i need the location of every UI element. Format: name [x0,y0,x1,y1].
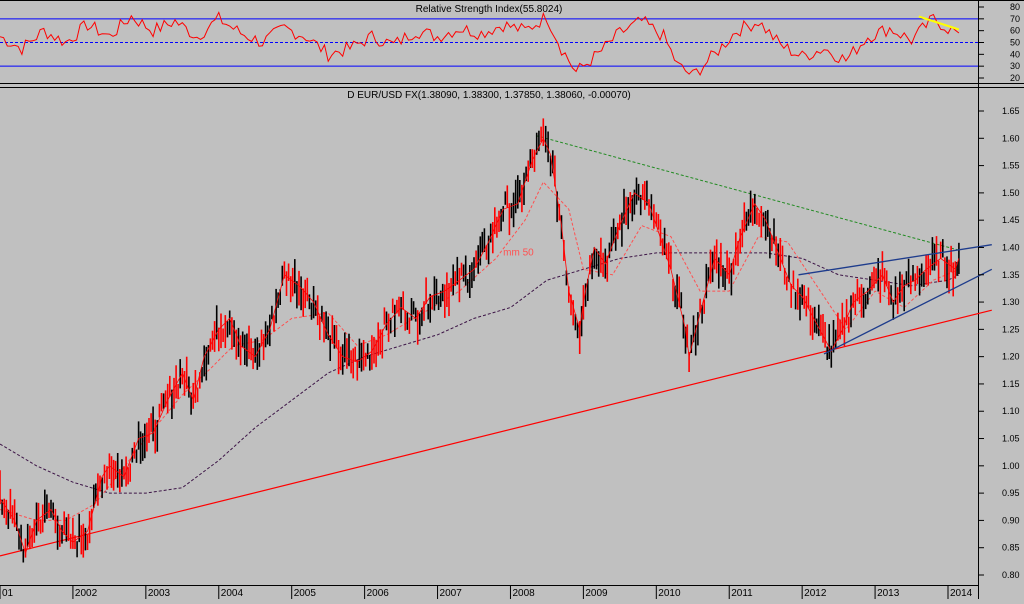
resistance-trendline [535,135,960,251]
rsi-axis-tick-label: 80 [1010,2,1020,12]
price-axis-tick-label: 1.25 [1002,324,1020,334]
price-axis-tick-label: 1.10 [1002,406,1020,416]
time-axis-tick-label: 2010 [658,588,681,599]
price-axis-tick-label: 1.30 [1002,297,1020,307]
time-axis-tick-label: 2013 [877,588,900,599]
price-axis-tick-label: 1.55 [1002,161,1020,171]
time-axis-tick-label: 2007 [440,588,463,599]
price-axis-tick-label: 1.60 [1002,133,1020,143]
time-axis-tick-label: 2009 [585,588,608,599]
price-axis-tick-label: 1.50 [1002,188,1020,198]
price-axis-tick-label: 0.85 [1002,543,1020,553]
price-axis-tick-label: 1.45 [1002,215,1020,225]
main-chart-title: D EUR/USD FX(1.38090, 1.38300, 1.37850, … [347,90,631,101]
time-axis-tick-label: 2005 [294,588,317,599]
price-axis-tick-label: 1.15 [1002,379,1020,389]
moving-average-annotation: mm 50 [503,248,534,259]
main-layer: mm 50 [0,118,993,563]
rsi-trend-line [918,15,960,31]
price-axis-tick-label: 0.80 [1002,570,1020,580]
price-axis-tick-label: 0.90 [1002,515,1020,525]
price-axis-tick-label: 1.05 [1002,434,1020,444]
rsi-axis-tick-label: 70 [1010,14,1020,24]
triangle-upper-line [798,244,992,276]
price-axis-tick-label: 1.40 [1002,242,1020,252]
rsi-axis-tick-label: 20 [1010,73,1020,83]
time-axis-tick-label: 2006 [367,588,390,599]
time-axis-tick-label: 2008 [512,588,535,599]
rsi-axis-tick-label: 50 [1010,38,1020,48]
price-axis-tick-label: 1.35 [1002,270,1020,280]
rsi-panel-bg [0,0,978,83]
price-bars [0,118,960,563]
time-axis-tick-label: 2003 [148,588,171,599]
price-axis-tick-label: 1.00 [1002,461,1020,471]
time-axis-tick-label: 2011 [731,588,753,599]
rsi-axis-tick-label: 60 [1010,26,1020,36]
rsi-axis-tick-label: 30 [1010,61,1020,71]
time-axis-tick-label: 2002 [75,588,98,599]
price-axis-tick-label: 0.95 [1002,488,1020,498]
rsi-axis-tick-label: 40 [1010,49,1020,59]
price-axis-tick-label: 1.20 [1002,352,1020,362]
price-line [0,137,960,555]
time-axis-tick-label: 2014 [950,588,973,599]
price-axis-tick-label: 1.65 [1002,106,1020,116]
moving-average-slow [0,252,960,494]
rsi-layer [0,11,978,76]
moving-average-fast [0,181,960,521]
rsi-line [0,11,960,76]
rsi-title: Relative Strength Index(55.8024) [416,4,563,15]
triangle-lower-line [823,268,993,355]
time-axis-tick-label: 01 [2,588,14,599]
time-axis-tick-label: 2004 [221,588,244,599]
time-axis-tick-label: 2012 [804,588,827,599]
